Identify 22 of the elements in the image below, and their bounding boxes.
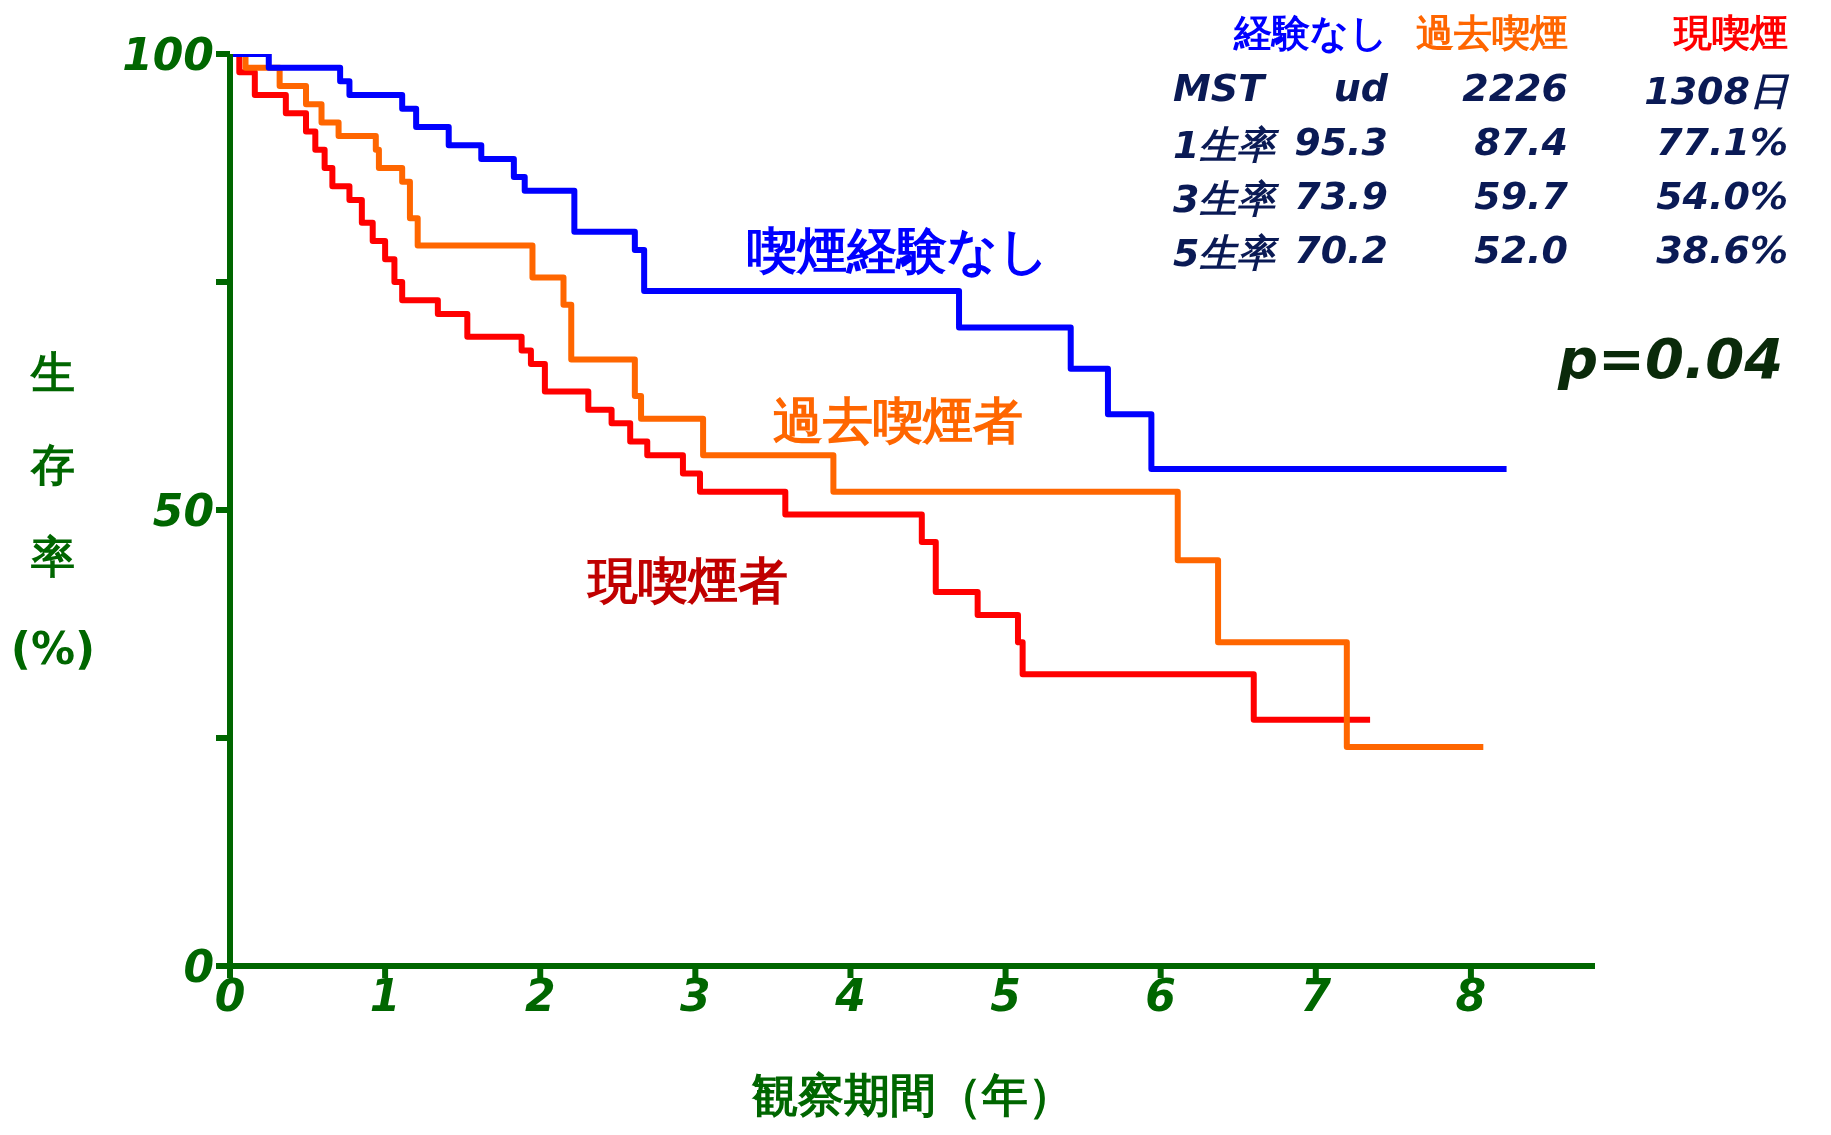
text: 経験なし 過去喫煙 現喫煙 <box>1234 11 1788 55</box>
text: 3生率 73.9 59.7 54.0% <box>1173 174 1788 221</box>
x-tick-label: 0 <box>214 970 246 1022</box>
text: 5生率 70.2 52.0 38.6% <box>1173 228 1788 275</box>
x-tick-label: 5 <box>990 970 1021 1022</box>
series-label: 現喫煙者 <box>588 551 788 612</box>
text: 1生率 95.3 87.4 77.1% <box>1173 120 1788 167</box>
x-tick-label: 1 <box>369 970 401 1022</box>
x-tick-label: 6 <box>1145 970 1176 1022</box>
series-label: 喫煙経験なし <box>747 221 1049 282</box>
x-axis-title: 観察期間（年） <box>750 1068 1074 1122</box>
x-tick-label: 7 <box>1300 970 1332 1022</box>
series-label: 過去喫煙者 <box>773 391 1023 452</box>
y-tick-label: 100 <box>122 28 214 80</box>
y-tick-label: 50 <box>152 484 214 536</box>
x-tick-label: 4 <box>834 970 866 1022</box>
text: MST ud 2226 1308日 <box>1173 66 1788 113</box>
y-axis-title: 生存率(%) <box>10 347 96 674</box>
annotation: p=0.04 <box>1558 326 1784 391</box>
x-tick-label: 2 <box>524 970 556 1022</box>
x-tick-label: 3 <box>680 970 711 1022</box>
x-tick-label: 8 <box>1455 970 1487 1022</box>
